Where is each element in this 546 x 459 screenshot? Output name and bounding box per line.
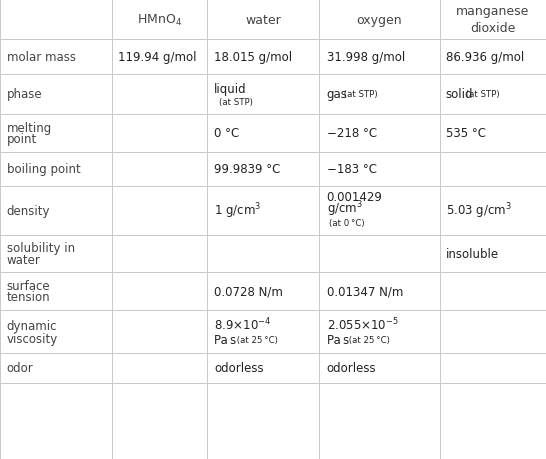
- Text: odor: odor: [7, 362, 33, 375]
- Text: 0 °C: 0 °C: [214, 127, 240, 140]
- Text: 0.001429: 0.001429: [327, 190, 383, 203]
- Text: 5.03 g/cm$^3$: 5.03 g/cm$^3$: [446, 201, 512, 220]
- Text: 99.9839 °C: 99.9839 °C: [214, 163, 281, 176]
- Text: boiling point: boiling point: [7, 163, 80, 176]
- Text: solid: solid: [446, 88, 473, 101]
- Text: water: water: [246, 14, 281, 27]
- Text: manganese
dioxide: manganese dioxide: [456, 5, 530, 35]
- Text: −218 °C: −218 °C: [327, 127, 377, 140]
- Text: point: point: [7, 133, 37, 146]
- Text: 86.936 g/mol: 86.936 g/mol: [446, 51, 524, 64]
- Text: dynamic: dynamic: [7, 319, 57, 332]
- Text: phase: phase: [7, 88, 43, 101]
- Text: (at 25 °C): (at 25 °C): [235, 335, 278, 344]
- Text: liquid: liquid: [214, 83, 247, 96]
- Text: solubility in: solubility in: [7, 242, 75, 255]
- Text: 8.9$\times$10$^{-4}$: 8.9$\times$10$^{-4}$: [214, 316, 271, 332]
- Text: (at STP): (at STP): [342, 90, 377, 99]
- Text: (at STP): (at STP): [464, 90, 500, 99]
- Text: insoluble: insoluble: [446, 247, 499, 260]
- Text: 2.055$\times$10$^{-5}$: 2.055$\times$10$^{-5}$: [327, 316, 399, 332]
- Text: 119.94 g/mol: 119.94 g/mol: [118, 51, 196, 64]
- Text: melting: melting: [7, 122, 52, 134]
- Text: HMnO$_4$: HMnO$_4$: [137, 13, 182, 28]
- Text: (at 0 °C): (at 0 °C): [329, 218, 365, 227]
- Text: 0.01347 N/m: 0.01347 N/m: [327, 285, 403, 298]
- Text: 31.998 g/mol: 31.998 g/mol: [327, 51, 405, 64]
- Text: 0.0728 N/m: 0.0728 N/m: [214, 285, 283, 298]
- Text: (at STP): (at STP): [218, 97, 252, 106]
- Text: 1 g/cm$^3$: 1 g/cm$^3$: [214, 201, 262, 220]
- Text: density: density: [7, 204, 50, 217]
- Text: odorless: odorless: [327, 362, 376, 375]
- Text: g/cm$^3$: g/cm$^3$: [327, 199, 363, 218]
- Text: odorless: odorless: [214, 362, 264, 375]
- Text: Pa s: Pa s: [214, 333, 236, 346]
- Text: Pa s: Pa s: [327, 333, 349, 346]
- Text: tension: tension: [7, 291, 50, 303]
- Text: (at 25 °C): (at 25 °C): [347, 335, 390, 344]
- Text: −183 °C: −183 °C: [327, 163, 377, 176]
- Text: molar mass: molar mass: [7, 51, 76, 64]
- Text: surface: surface: [7, 280, 50, 292]
- Text: gas: gas: [327, 88, 347, 101]
- Text: 18.015 g/mol: 18.015 g/mol: [214, 51, 292, 64]
- Text: viscosity: viscosity: [7, 332, 58, 345]
- Text: 535 °C: 535 °C: [446, 127, 486, 140]
- Text: oxygen: oxygen: [357, 14, 402, 27]
- Text: water: water: [7, 253, 40, 266]
